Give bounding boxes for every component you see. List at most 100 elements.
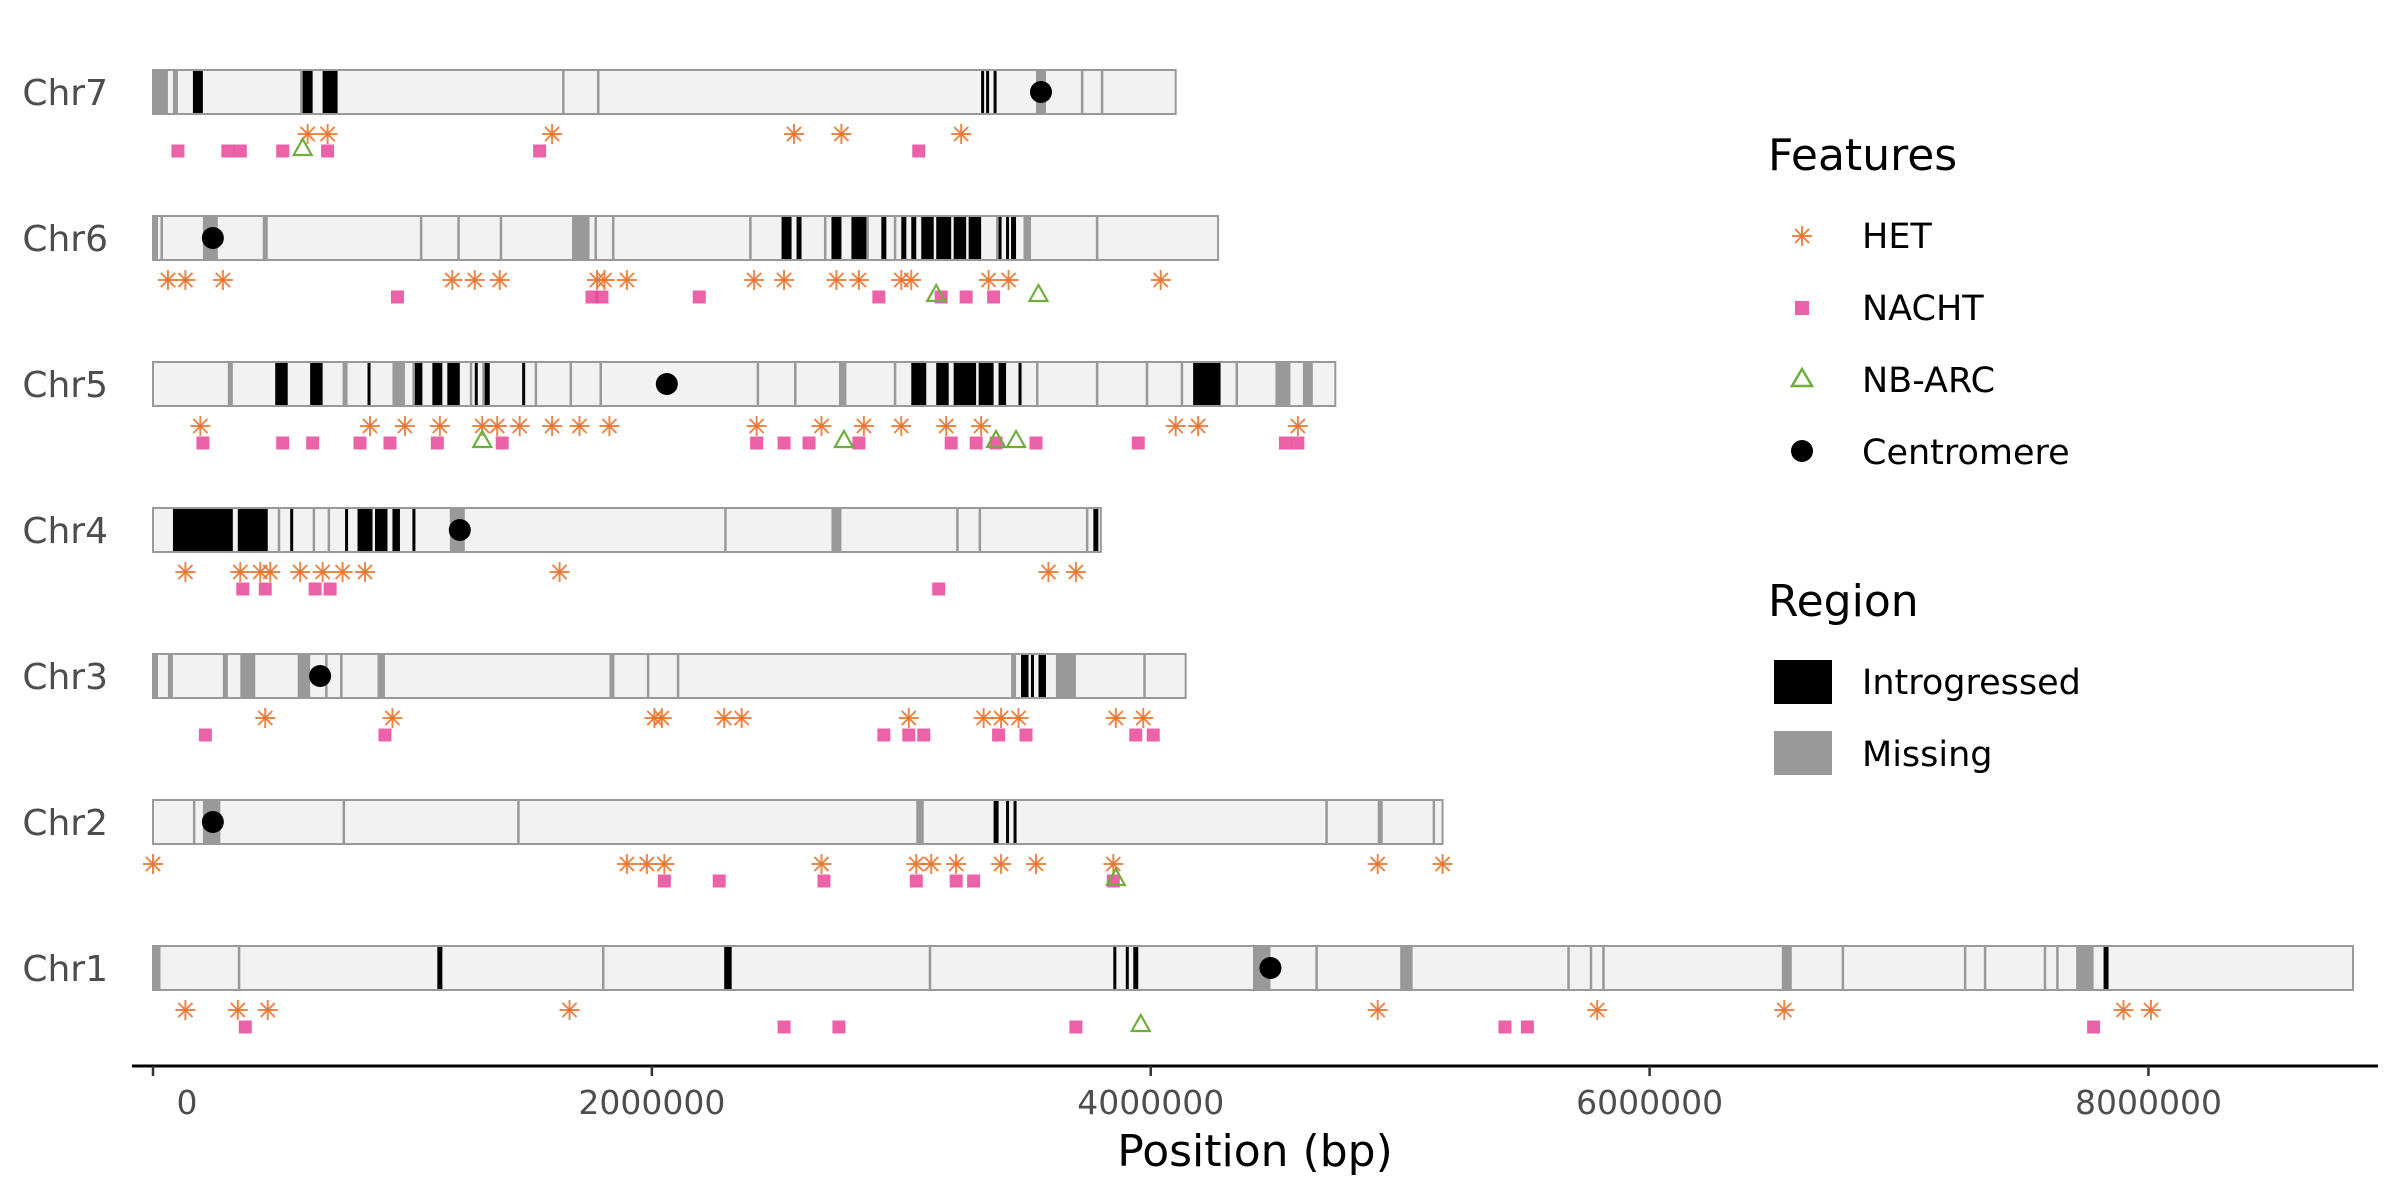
missing-region <box>1567 946 1570 990</box>
missing-region <box>1235 362 1239 406</box>
centromere-marker <box>309 665 332 687</box>
nacht-marker <box>585 290 599 304</box>
x-axis: 0 2000000 4000000 6000000 8000000 Position (… <box>132 1064 2378 1177</box>
missing-region <box>499 216 503 260</box>
centromere-marker <box>448 519 471 541</box>
missing-region <box>1095 216 1099 260</box>
introgressed-region <box>1125 946 1129 990</box>
nacht-marker <box>595 290 609 304</box>
het-stroke <box>748 418 765 434</box>
het-stroke <box>923 856 940 872</box>
het-marker <box>714 708 735 728</box>
het-marker <box>227 1000 248 1020</box>
missing-region <box>469 362 473 406</box>
het-stroke <box>903 272 920 288</box>
introgressed-region <box>1021 654 1029 698</box>
het-stroke <box>215 272 231 288</box>
het-stroke <box>975 710 992 726</box>
chromosome-label-chr3: Chr3 <box>22 657 108 698</box>
introgressed-region <box>412 508 416 552</box>
het-stroke <box>1000 272 1017 288</box>
missing-region <box>562 70 565 114</box>
missing-region <box>749 216 752 260</box>
het-stroke <box>2115 1002 2132 1018</box>
missing-region <box>601 946 605 990</box>
missing-region <box>956 508 959 552</box>
legend-label-introgressed: Introgressed <box>1862 663 2081 703</box>
het-marker <box>853 416 874 436</box>
het-stroke <box>656 856 673 872</box>
introgressed-region <box>1133 946 1139 990</box>
het-marker <box>332 562 353 582</box>
introgressed-region <box>953 362 977 406</box>
introgressed-region <box>901 216 907 260</box>
het-stroke <box>384 710 401 726</box>
het-stroke <box>561 1002 578 1018</box>
het-stroke <box>551 564 568 580</box>
introgressed-region <box>831 216 842 260</box>
het-stroke <box>851 272 867 288</box>
missing-region <box>297 654 311 698</box>
missing-region <box>1963 946 1967 990</box>
missing-region <box>153 654 158 698</box>
het-marker <box>991 854 1012 874</box>
nacht-marker <box>1498 1020 1512 1034</box>
missing-region <box>596 70 600 114</box>
het-marker <box>654 854 675 874</box>
introgressed-region <box>367 362 371 406</box>
introgressed-region <box>322 70 338 114</box>
missing-region <box>312 508 316 552</box>
missing-region <box>1400 946 1413 990</box>
het-marker <box>616 854 637 874</box>
nacht-marker <box>495 436 509 450</box>
het-marker <box>1103 854 1124 874</box>
het-marker <box>464 270 485 290</box>
centromere-marker <box>201 811 224 833</box>
het-marker <box>991 708 1012 728</box>
het-stroke <box>596 272 613 288</box>
het-marker <box>190 416 211 436</box>
missing-region <box>153 216 158 260</box>
nacht-marker <box>817 874 831 888</box>
het-marker <box>542 416 563 436</box>
missing-region <box>2076 946 2094 990</box>
missing-region <box>160 216 163 260</box>
het-marker <box>746 416 767 436</box>
legend-region-title: Region <box>1768 576 1919 627</box>
het-stroke <box>357 564 373 580</box>
chromosome-outline-chr7 <box>152 69 1177 115</box>
het-marker <box>489 270 510 290</box>
x-tick-label: 4000000 <box>1077 1083 1224 1122</box>
het-stroke <box>1135 710 1152 726</box>
missing-region <box>572 216 590 260</box>
nacht-marker <box>1129 728 1143 742</box>
missing-region <box>794 362 797 406</box>
nacht-marker <box>236 582 250 596</box>
missing-region <box>340 654 343 698</box>
nb-arc-marker <box>1104 866 1127 887</box>
introgressed-region <box>911 216 917 260</box>
missing-region <box>1589 946 1593 990</box>
nacht-marker <box>533 144 547 158</box>
het-marker <box>971 416 992 436</box>
introgressed-region <box>1113 946 1117 990</box>
het-stroke <box>466 272 483 288</box>
het-marker <box>998 270 1019 290</box>
missing-region <box>342 362 348 406</box>
missing-region <box>377 654 385 698</box>
missing-region <box>1315 946 1318 990</box>
het-stroke <box>544 418 560 434</box>
nacht-marker <box>777 1020 791 1034</box>
introgressed-region <box>2103 946 2109 990</box>
het-stroke <box>856 418 872 434</box>
missing-region <box>823 216 827 260</box>
x-axis-ticks: 0 2000000 4000000 6000000 8000000 <box>151 1066 2222 1122</box>
chromosome-chr5: Chr5 <box>22 361 1337 450</box>
nacht-marker <box>712 874 726 888</box>
missing-region <box>227 362 233 406</box>
het-stroke <box>192 418 209 434</box>
x-tick-label: 6000000 <box>1576 1083 1723 1122</box>
legend-item-centromere: Centromere <box>1791 433 2070 473</box>
chromosome-label-chr2: Chr2 <box>22 803 108 844</box>
missing-region <box>1055 654 1076 698</box>
